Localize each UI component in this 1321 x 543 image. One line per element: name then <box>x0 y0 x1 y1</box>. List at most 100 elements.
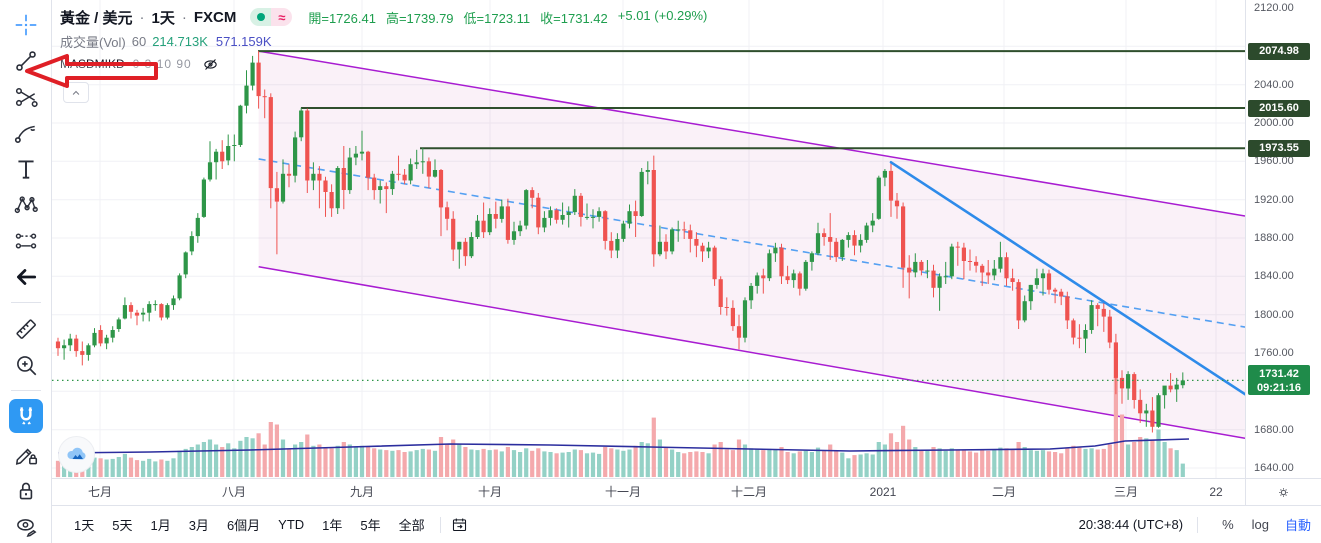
tool-measure[interactable] <box>7 311 45 346</box>
tool-drawing-lock[interactable] <box>7 437 45 472</box>
price-tick: 2000.00 <box>1254 116 1294 129</box>
magnet-icon <box>13 403 39 429</box>
time-tick: 二月 <box>991 485 1017 499</box>
volume-label: 成交量(Vol) <box>60 34 126 50</box>
change-value: +5.01 (+0.29%) <box>617 7 708 23</box>
ruler-icon <box>13 316 39 342</box>
range-button-6個月[interactable]: 6個月 <box>226 518 261 533</box>
range-button-3月[interactable]: 3月 <box>188 518 209 533</box>
ohlc-item: 低=1723.11 <box>463 10 531 26</box>
tool-forecast[interactable] <box>7 223 45 258</box>
eyepen-icon <box>13 514 39 540</box>
calendar-icon <box>451 516 468 533</box>
separator: · <box>139 8 145 26</box>
price-tick: 1840.00 <box>1254 270 1294 283</box>
brush-icon <box>13 120 39 146</box>
exchange-label[interactable]: FXCM <box>193 8 237 26</box>
range-button-5天[interactable]: 5天 <box>112 518 133 533</box>
text-icon <box>13 156 39 182</box>
crosshair-icon <box>13 12 39 38</box>
broker-logo-watermark <box>58 436 95 473</box>
time-tick: 八月 <box>221 485 247 499</box>
range-button-全部[interactable]: 全部 <box>398 518 425 533</box>
indicator-params: 0 3 10 90 <box>132 57 192 71</box>
percent-scale-button[interactable]: % <box>1222 517 1234 532</box>
level-price-label: 2074.98 <box>1248 42 1310 60</box>
time-axis[interactable]: 七月 八月 九月 十月 十一月 十二月 2021 二月 三月 22 <box>0 478 1245 505</box>
range-button-1年[interactable]: 1年 <box>322 518 343 533</box>
date-range-buttons: 1天 5天 1月 3月 6個月 YTD 1年 5年 全部 <box>65 512 434 537</box>
volume-param: 60 <box>131 33 147 49</box>
range-button-1月[interactable]: 1月 <box>150 518 171 533</box>
price-tick: 1640.00 <box>1254 461 1294 474</box>
volume-current-value: 214.713K <box>152 33 208 49</box>
price-tick: 1760.00 <box>1254 346 1294 359</box>
current-price-label: 1731.42 09:21:16 <box>1248 365 1310 396</box>
price-tick: 1680.00 <box>1254 423 1294 436</box>
forecast-icon <box>13 228 39 254</box>
tool-magnet[interactable] <box>8 399 43 433</box>
clock-display[interactable]: 20:38:44 (UTC+8) <box>1078 517 1184 532</box>
xabcd-icon <box>13 192 39 218</box>
ohlc-values: 開=1726.41 高=1739.79 低=1723.11 收=1731.42 +5.0… <box>308 8 707 27</box>
separator: · <box>181 8 187 26</box>
time-tick: 七月 <box>87 485 113 499</box>
level-price-label: 2015.60 <box>1248 99 1310 117</box>
price-tick: 1800.00 <box>1254 308 1294 321</box>
price-axis[interactable]: 2120.00 2040.00 2000.00 1960.00 1920.00 1880.… <box>1245 0 1321 478</box>
lock-icon <box>13 478 39 504</box>
toolbar-divider <box>10 302 41 303</box>
price-tick: 1960.00 <box>1254 155 1294 168</box>
tool-xabcd-pattern[interactable] <box>7 187 45 222</box>
toolbar-divider <box>10 390 41 391</box>
collapse-legend-button[interactable] <box>63 82 89 103</box>
time-tick: 十月 <box>477 485 503 499</box>
symbol-title[interactable]: 黃金 / 美元 <box>60 9 133 27</box>
tool-hide-drawings[interactable] <box>7 509 45 543</box>
range-button-5年[interactable]: 5年 <box>360 518 381 533</box>
market-open-dot-icon <box>250 8 272 26</box>
bottom-toolbar: 1天 5天 1月 3月 6個月 YTD 1年 5年 全部 20:38:44 (UTC+8) % … <box>52 505 1321 543</box>
pencillock-icon <box>13 442 39 468</box>
volume-row[interactable]: 成交量(Vol) 60 214.713K 571.159K <box>60 31 707 51</box>
tool-zoom-in[interactable] <box>7 347 45 382</box>
auto-scale-button[interactable]: 自動 <box>1284 518 1311 533</box>
divider <box>1197 516 1199 533</box>
time-tick: 九月 <box>349 485 375 499</box>
range-button-YTD[interactable]: YTD <box>278 517 305 532</box>
log-scale-button[interactable]: log <box>1251 517 1269 532</box>
eye-hidden-icon[interactable] <box>202 56 219 73</box>
annotation-arrow-left <box>25 54 158 88</box>
symbol-row: 黃金 / 美元 · 1天 · FXCM ≈ 開=1726.41 高=1739.79… <box>60 6 707 28</box>
interval-label[interactable]: 1天 <box>151 9 175 27</box>
cloud-mountain-icon <box>65 443 89 467</box>
tool-arrow-back[interactable] <box>7 259 45 294</box>
axis-settings-corner[interactable] <box>1245 478 1321 505</box>
tool-brush[interactable] <box>7 115 45 150</box>
tool-text[interactable] <box>7 151 45 186</box>
divider <box>439 516 441 533</box>
time-tick: 2021 <box>869 485 897 499</box>
arrowleft-icon <box>13 264 39 290</box>
market-status-pill[interactable]: ≈ <box>250 8 293 26</box>
delayed-data-icon: ≈ <box>271 8 293 26</box>
bottom-bar-right: 20:38:44 (UTC+8) % log 自動 <box>1079 515 1311 534</box>
time-tick: 十一月 <box>604 485 642 499</box>
range-button-1天[interactable]: 1天 <box>74 518 95 533</box>
ohlc-item: 收=1731.42 <box>540 10 608 26</box>
go-to-date-button[interactable] <box>447 512 473 538</box>
tool-crosshair[interactable] <box>7 7 45 42</box>
ohlc-item: 高=1739.79 <box>385 10 454 26</box>
tool-lock-all[interactable] <box>7 473 45 508</box>
volume-ma-value: 571.159K <box>215 33 272 49</box>
ohlc-item: 開=1726.41 <box>308 10 376 26</box>
zoomin-icon <box>13 352 39 378</box>
level-price-label: 1973.55 <box>1248 139 1310 157</box>
time-tick: 22 <box>1209 485 1223 499</box>
gear-icon[interactable] <box>1276 485 1291 500</box>
left-toolbar <box>0 0 52 543</box>
time-tick: 十二月 <box>730 485 768 499</box>
price-chart-canvas[interactable] <box>0 0 1245 478</box>
price-tick: 1920.00 <box>1254 193 1294 206</box>
